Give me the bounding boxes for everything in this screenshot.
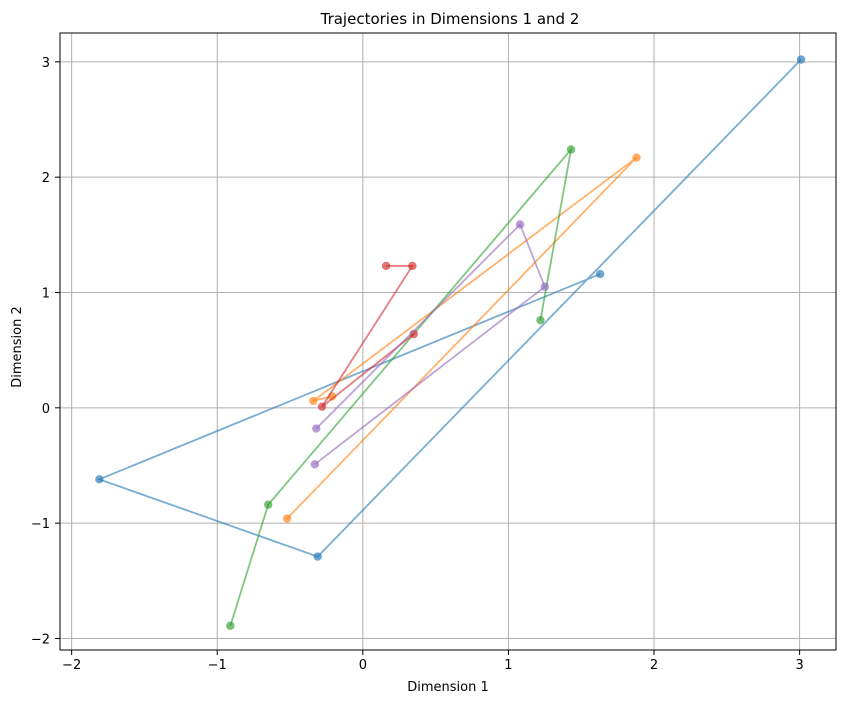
x-tick-label: 0	[359, 658, 367, 673]
trajectory-point	[309, 396, 318, 406]
trajectory-line	[321, 265, 415, 408]
y-tick-label: 2	[42, 171, 50, 186]
trajectory-point	[312, 424, 321, 433]
trajectory-point	[408, 261, 417, 271]
y-tick-label: 0	[42, 402, 50, 417]
x-tick-label: −1	[208, 658, 227, 673]
trajectory-point	[95, 475, 104, 484]
x-tick-label: 1	[504, 658, 512, 673]
trajectory-point	[796, 55, 806, 64]
trajectory-point	[536, 315, 545, 325]
trajectory-point	[632, 153, 641, 162]
trajectory-line	[286, 156, 638, 520]
trajectory-line	[314, 222, 546, 466]
trajectory-series-2	[282, 153, 641, 523]
trajectory-point	[310, 460, 319, 469]
trajectory-point	[566, 145, 576, 154]
trajectory-point	[282, 514, 292, 523]
trajectory-point	[515, 220, 525, 229]
trajectory-point	[226, 621, 235, 630]
ticks: −2 −1 0 1 2 3 −2 −1 0 1 2 3	[31, 56, 804, 673]
x-tick-label: −2	[62, 658, 81, 673]
grid	[60, 33, 836, 650]
chart-title: Trajectories in Dimensions 1 and 2	[320, 10, 580, 28]
trajectory-point	[263, 500, 273, 509]
x-axis-label: Dimension 1	[407, 680, 489, 695]
trajectory-series-5	[310, 220, 550, 469]
y-axis-label: Dimension 2	[10, 306, 25, 388]
series-layer	[95, 55, 806, 630]
trajectory-point	[595, 269, 605, 279]
y-tick-label: −1	[31, 517, 50, 532]
trajectory-line	[96, 58, 802, 558]
trajectory-point	[317, 402, 327, 411]
trajectory-point	[540, 282, 550, 291]
y-tick-label: 1	[42, 286, 50, 301]
trajectory-line	[229, 146, 573, 627]
y-tick-label: −2	[31, 632, 50, 647]
x-tick-label: 2	[650, 658, 658, 673]
y-tick-label: 3	[42, 56, 50, 71]
trajectory-point	[381, 261, 391, 271]
trajectory-series-1	[95, 55, 806, 561]
trajectory-series-3	[226, 145, 576, 630]
plot-frame	[59, 32, 837, 651]
trajectory-point	[313, 552, 322, 561]
x-tick-label: 3	[795, 658, 803, 673]
